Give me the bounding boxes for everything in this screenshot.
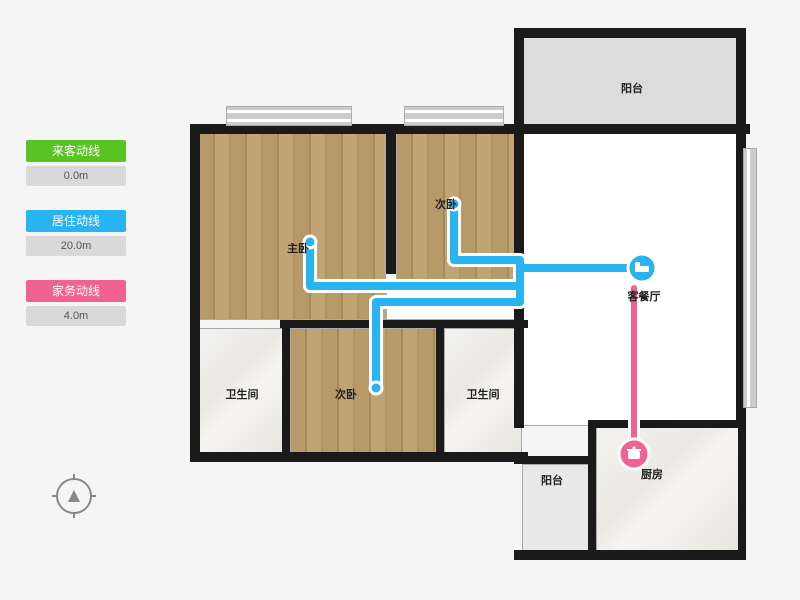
legend-value: 4.0m: [26, 306, 126, 326]
flow-lines: [190, 28, 750, 573]
legend-item-guest: 来客动线 0.0m: [26, 140, 126, 186]
bed-icon: [628, 254, 656, 282]
legend-label: 居住动线: [26, 210, 126, 232]
room-label: 客餐厅: [628, 288, 661, 304]
room-label: 次卧: [335, 386, 357, 402]
legend-label: 来客动线: [26, 140, 126, 162]
floor-plan: 阳台主卧次卧客餐厅卫生间次卧卫生间阳台厨房: [190, 28, 750, 573]
legend-item-housework: 家务动线 4.0m: [26, 280, 126, 326]
legend-value: 20.0m: [26, 236, 126, 256]
legend-item-living: 居住动线 20.0m: [26, 210, 126, 256]
compass-icon: [56, 478, 92, 514]
room-label: 卫生间: [467, 386, 500, 402]
room-label: 卫生间: [226, 386, 259, 402]
legend-value: 0.0m: [26, 166, 126, 186]
flow-node-dot: [370, 382, 382, 394]
kitchen-icon: [619, 439, 649, 469]
legend-label: 家务动线: [26, 280, 126, 302]
room-label: 厨房: [641, 466, 663, 482]
room-label: 主卧: [287, 240, 309, 256]
room-label: 阳台: [541, 472, 563, 488]
legend: 来客动线 0.0m 居住动线 20.0m 家务动线 4.0m: [26, 140, 126, 350]
room-label: 次卧: [435, 196, 457, 212]
room-label: 阳台: [621, 80, 643, 96]
